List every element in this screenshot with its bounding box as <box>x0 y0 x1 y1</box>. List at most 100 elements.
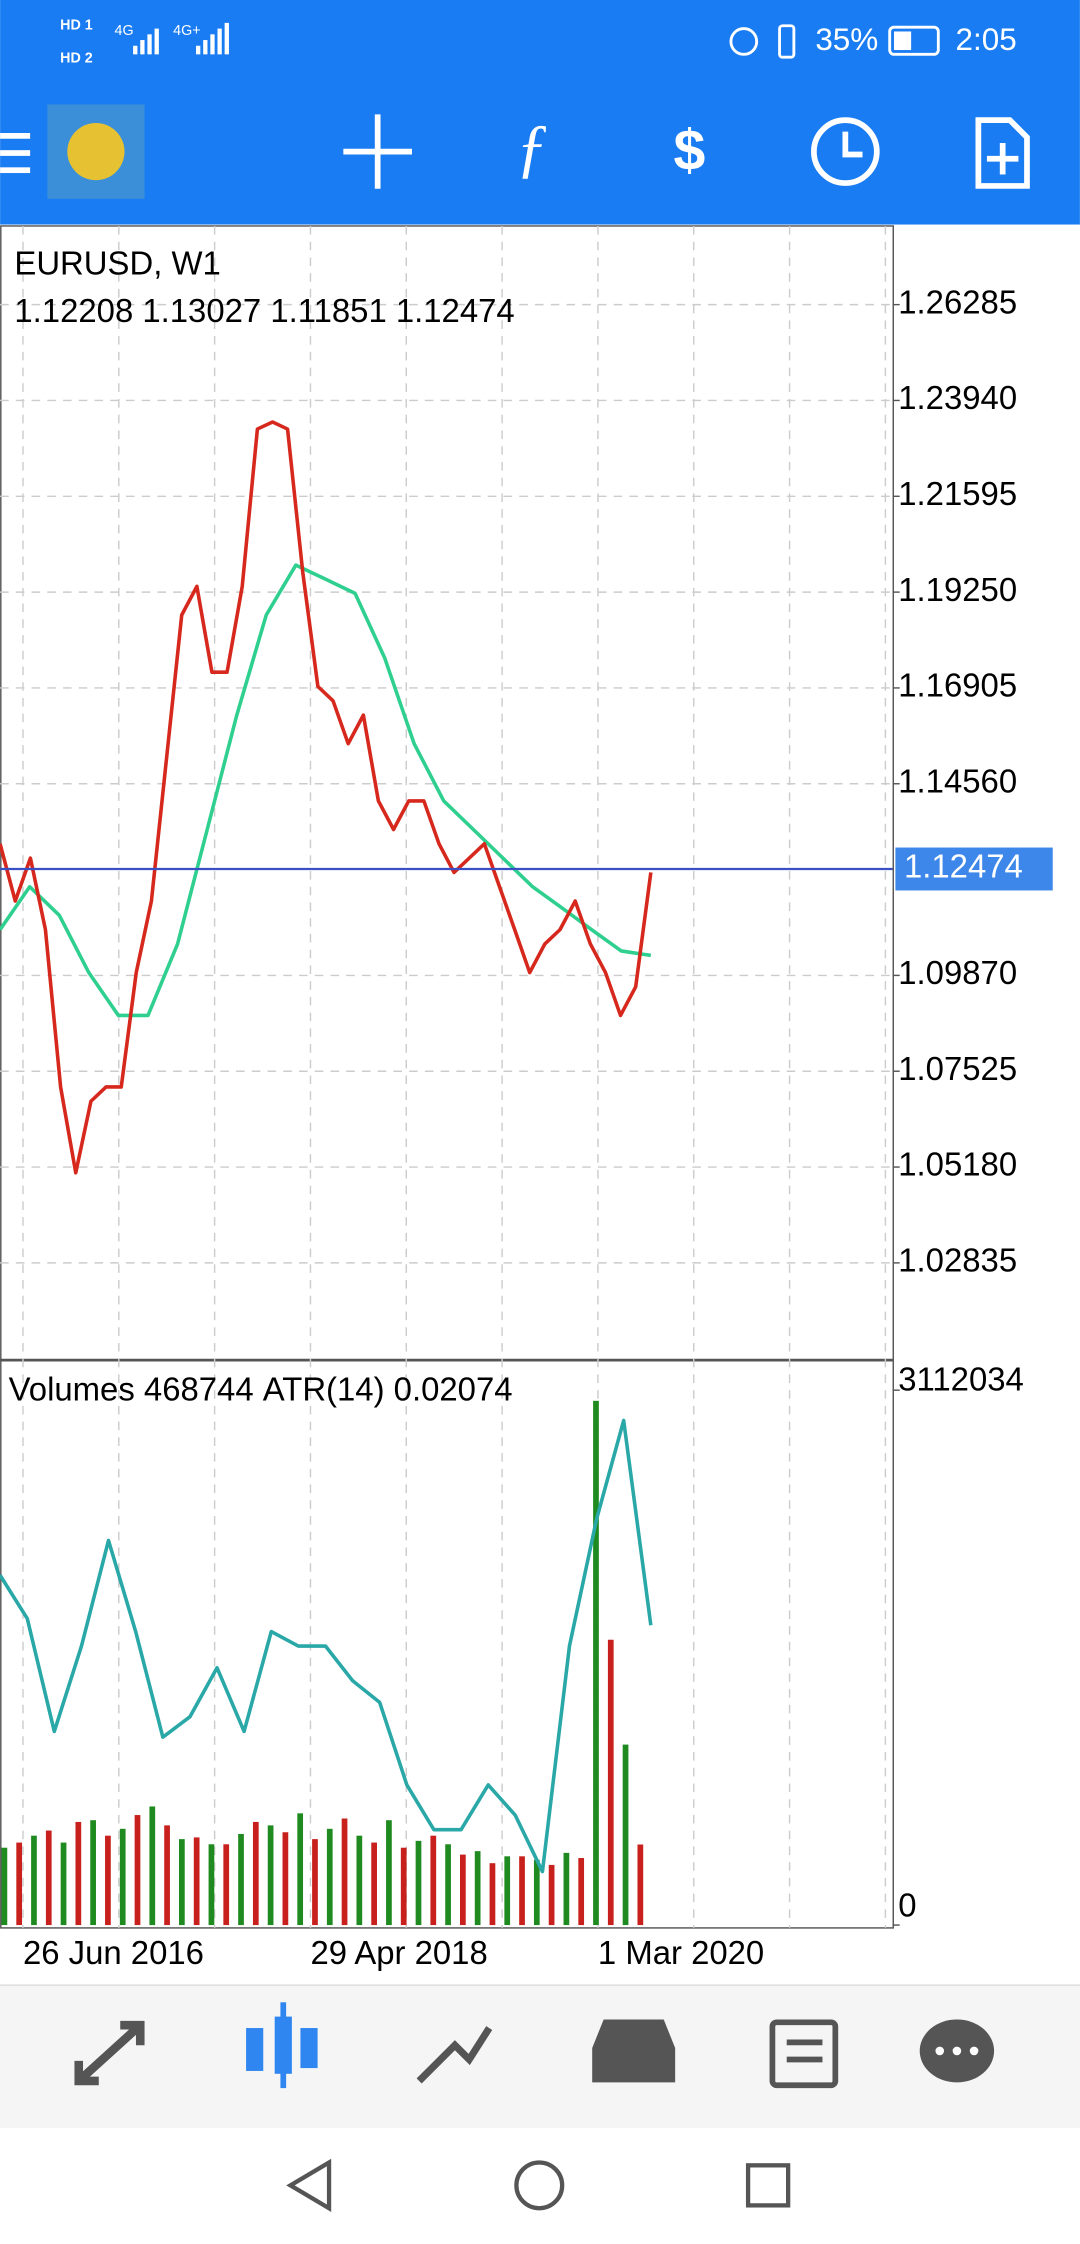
menu-button[interactable] <box>0 133 31 174</box>
volume-bar <box>1 1847 8 1926</box>
system-nav <box>0 2129 1080 2244</box>
vibrate-icon <box>778 24 796 59</box>
volume-bar <box>593 1400 599 1926</box>
volume-bar <box>90 1820 96 1926</box>
volume-bar <box>637 1844 644 1926</box>
y-tick-label: 1.09870 <box>898 954 1017 991</box>
volume-bar <box>504 1856 511 1926</box>
volume-bar <box>430 1835 437 1926</box>
volume-bar <box>179 1839 185 1926</box>
indicators-button[interactable]: ƒ <box>516 112 549 185</box>
hd-icon: HD 2 <box>60 50 93 66</box>
volume-bar <box>193 1837 200 1926</box>
network-type: 4G+ <box>173 23 200 39</box>
recents-button[interactable] <box>745 2163 791 2208</box>
volume-bar <box>474 1851 481 1926</box>
volume-bar <box>356 1835 363 1926</box>
y-tick-label: 1.02835 <box>898 1242 1017 1279</box>
volume-label: Volumes <box>9 1370 135 1407</box>
volume-bar <box>460 1854 466 1926</box>
bottom-nav <box>0 1985 1080 2129</box>
volume-bar <box>223 1844 230 1926</box>
current-price-label: 1.12474 <box>904 848 1023 885</box>
volume-bar <box>386 1820 392 1926</box>
volume-bar <box>607 1639 614 1926</box>
trade-tab[interactable] <box>416 2026 493 2084</box>
indicator-label: Volumes 468744 ATR(14) 0.02074 <box>9 1370 513 1407</box>
volume-bar <box>238 1833 244 1926</box>
back-button[interactable] <box>286 2158 332 2213</box>
news-tab[interactable] <box>769 2019 839 2089</box>
volume-bar <box>252 1821 259 1926</box>
y-tick-label: 1.19250 <box>898 571 1017 608</box>
y-tick-label: 1.16905 <box>898 667 1017 704</box>
app-logo-mark <box>67 122 125 181</box>
atr-line <box>0 1418 653 1874</box>
ohlc-label: 1.12208 1.13027 1.11851 1.12474 <box>14 292 514 329</box>
home-button[interactable] <box>514 2160 565 2211</box>
network-type: 4G <box>115 23 134 39</box>
y-tick-label: 1.14560 <box>898 762 1017 799</box>
volume-bar <box>445 1844 451 1926</box>
volume-bar <box>400 1847 407 1926</box>
volume-bar <box>16 1842 23 1926</box>
battery-level <box>893 31 912 51</box>
ma-line <box>0 563 652 1018</box>
chart-frame <box>0 225 894 1929</box>
new-order-button[interactable] <box>975 117 1030 189</box>
crosshair-button[interactable] <box>343 114 412 189</box>
battery-icon <box>888 25 940 56</box>
signal-icon <box>133 22 229 55</box>
x-tick-label: 26 Jun 2016 <box>23 1934 204 1971</box>
volume-bar <box>371 1842 377 1926</box>
volume-bar <box>267 1825 274 1926</box>
volume-bar <box>415 1840 422 1926</box>
y-tick-label: 0 <box>898 1887 916 1924</box>
current-price-tag <box>895 847 1053 891</box>
clock: 2:05 <box>955 22 1016 57</box>
hd-icon: HD 1 <box>60 18 93 34</box>
volume-bar <box>105 1835 111 1926</box>
volume-bar <box>548 1864 555 1926</box>
y-tick-label: 1.07525 <box>898 1050 1017 1087</box>
y-tick-label: 1.21595 <box>898 475 1017 512</box>
volume-bar <box>208 1844 215 1926</box>
y-tick-label: 1.23940 <box>898 379 1017 416</box>
volume-bar <box>519 1856 525 1926</box>
volume-value: 468744 <box>144 1370 254 1407</box>
volume-bar <box>149 1806 156 1926</box>
y-tick-label: 1.26285 <box>898 283 1017 320</box>
chat-tab[interactable] <box>919 2019 995 2083</box>
volume-bar <box>297 1813 304 1926</box>
volume-bar <box>119 1828 126 1926</box>
x-tick-label: 1 Mar 2020 <box>598 1934 764 1971</box>
chart-tab[interactable] <box>246 2002 318 2089</box>
volume-bar <box>533 1859 540 1926</box>
symbol-label: EURUSD, W1 <box>14 245 220 282</box>
atr-value: 0.02074 <box>394 1370 513 1407</box>
atr-label: ATR(14) <box>263 1370 385 1407</box>
volume-bar <box>341 1818 348 1926</box>
ma-line <box>0 420 653 1175</box>
history-tab[interactable] <box>592 2019 676 2083</box>
volume-bar <box>326 1828 333 1926</box>
trade-button[interactable]: $ <box>674 119 706 183</box>
x-tick-label: 29 Apr 2018 <box>310 1934 487 1971</box>
volume-bar <box>164 1825 170 1926</box>
volume-bar <box>578 1858 585 1926</box>
y-tick-label: 3112034 <box>898 1360 1024 1397</box>
volume-bar <box>563 1852 570 1926</box>
volume-bar <box>489 1863 496 1926</box>
volume-bar <box>45 1830 52 1926</box>
volume-bar <box>60 1842 67 1926</box>
volume-bar <box>31 1835 37 1926</box>
volume-bar <box>134 1815 141 1926</box>
volume-bar <box>312 1839 318 1926</box>
alarm-icon <box>729 27 759 56</box>
volume-bar <box>282 1832 289 1926</box>
quotes-tab[interactable] <box>74 2020 145 2086</box>
timeframe-button[interactable] <box>811 117 880 186</box>
volume-bar <box>622 1744 629 1926</box>
